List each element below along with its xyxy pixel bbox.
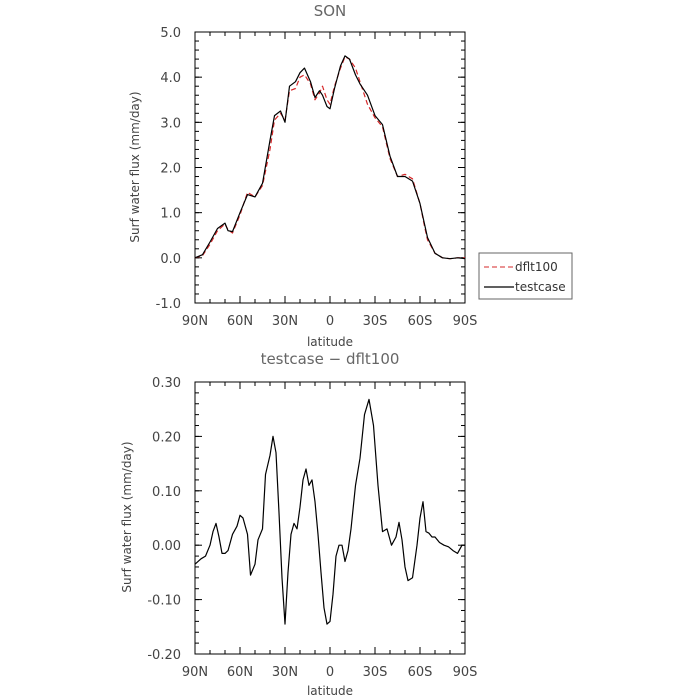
chart-bottom: testcase − dflt100 0.30 0.20 0.10 0.00 -0.10… <box>120 350 477 698</box>
y-tick-label: -0.10 <box>147 594 181 609</box>
x-tick-label: 30N <box>272 665 298 680</box>
y-tick-label: 5.0 <box>160 26 181 41</box>
x-tick-label: 60S <box>408 314 433 329</box>
x-tick-labels: 90N 60N 30N 0 30S 60S 90S <box>182 665 478 680</box>
y-tick-label: 2.0 <box>160 162 181 177</box>
legend-label-dflt100: dflt100 <box>515 260 558 274</box>
series-line-testcase <box>194 55 466 260</box>
series-lines <box>194 55 466 260</box>
series-lines <box>194 398 465 625</box>
legend-box <box>478 252 573 300</box>
x-tick-label: 60N <box>227 665 253 680</box>
x-tick-labels: 90N 60N 30N 0 30S 60S 90S <box>182 314 478 329</box>
x-tick-label: 90N <box>182 665 208 680</box>
y-tick-labels: 5.0 4.0 3.0 2.0 1.0 0.0 -1.0 <box>156 26 181 312</box>
tick-marks <box>194 381 466 655</box>
y-tick-label: 0.30 <box>152 376 181 391</box>
series-line-dflt100 <box>194 56 465 260</box>
legend: dflt100 testcase <box>478 252 573 300</box>
y-tick-labels: 0.30 0.20 0.10 0.00 -0.10 -0.20 <box>147 376 181 663</box>
x-tick-label: 90S <box>453 314 478 329</box>
x-tick-label: 90N <box>182 314 208 329</box>
y-axis-label: Surf water flux (mm/day) <box>128 91 142 242</box>
chart-top: SON 5.0 4.0 3.0 2.0 1.0 0.0 -1.0 90N 60N 30N 0 30S… <box>128 2 477 349</box>
plot-frame <box>194 31 466 304</box>
x-axis-label: latitude <box>307 684 353 698</box>
y-tick-label: 1.0 <box>160 207 181 222</box>
y-tick-label: 0.10 <box>152 485 181 500</box>
tick-marks <box>194 31 466 304</box>
chart-title: testcase − dflt100 <box>261 350 400 368</box>
x-tick-label: 60N <box>227 314 253 329</box>
series-line-difference <box>194 398 465 625</box>
chart-title: SON <box>314 2 347 20</box>
y-axis-label: Surf water flux (mm/day) <box>120 441 134 592</box>
x-tick-label: 60S <box>408 665 433 680</box>
legend-label-testcase: testcase <box>515 280 566 294</box>
y-tick-label: -1.0 <box>156 297 181 312</box>
x-tick-label: 90S <box>453 665 478 680</box>
x-tick-label: 0 <box>326 665 334 680</box>
y-tick-label: 3.0 <box>160 116 181 131</box>
y-tick-label: 4.0 <box>160 71 181 86</box>
x-tick-label: 30S <box>363 314 388 329</box>
x-tick-label: 0 <box>326 314 334 329</box>
y-tick-label: -0.20 <box>147 648 181 663</box>
x-tick-label: 30S <box>363 665 388 680</box>
y-tick-label: 0.00 <box>152 539 181 554</box>
x-axis-label: latitude <box>307 335 353 349</box>
y-tick-label: 0.20 <box>152 430 181 445</box>
x-tick-label: 30N <box>272 314 298 329</box>
y-tick-label: 0.0 <box>160 252 181 267</box>
